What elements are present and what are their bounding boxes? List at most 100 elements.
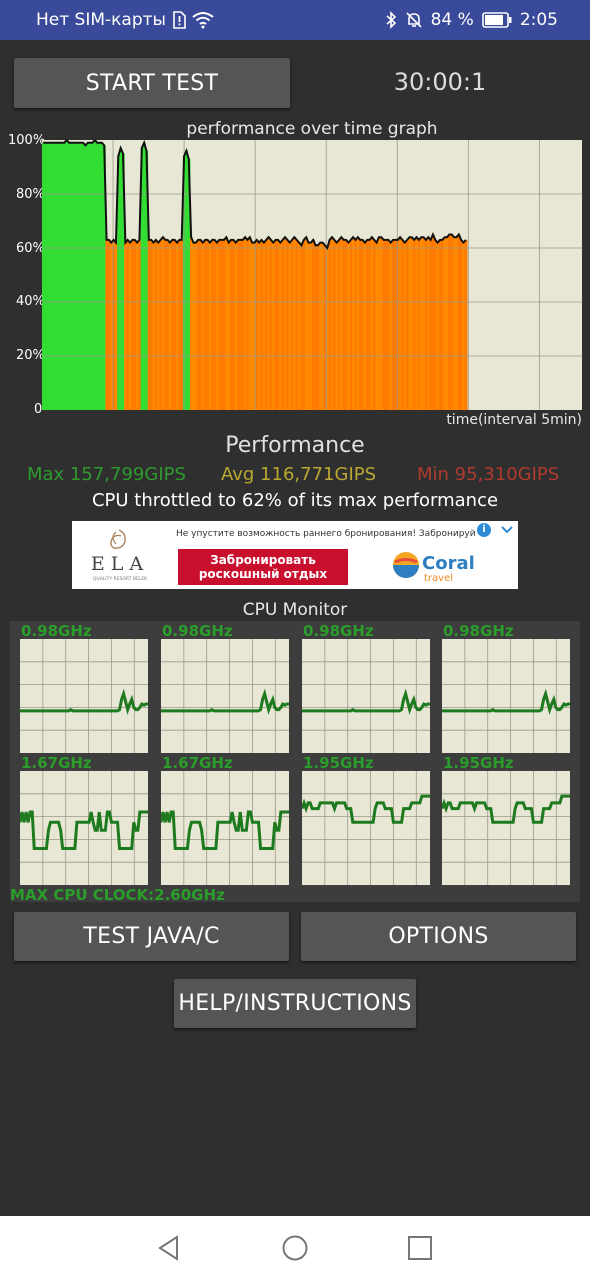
performance-bar	[218, 239, 221, 410]
performance-bar	[387, 239, 391, 410]
home-icon[interactable]	[281, 1234, 309, 1262]
performance-bar	[201, 242, 205, 410]
performance-bar	[112, 239, 116, 410]
performance-bar	[297, 242, 301, 410]
performance-bar	[227, 242, 231, 410]
performance-bar	[145, 150, 149, 410]
graph-grid	[42, 140, 582, 410]
start-test-button[interactable]: START TEST	[14, 58, 290, 108]
performance-bar	[255, 239, 259, 410]
performance-bar	[220, 239, 224, 410]
ad-info-icon[interactable]: i	[477, 523, 491, 537]
performance-bar	[250, 242, 254, 410]
cpu-core-graph	[302, 771, 430, 885]
performance-bar	[180, 239, 184, 410]
performance-bar	[384, 239, 388, 410]
performance-bar	[464, 239, 468, 410]
performance-bar	[100, 142, 104, 410]
performance-bar	[459, 239, 463, 410]
y-tick-label: 0	[34, 402, 43, 417]
performance-bar	[356, 237, 360, 410]
back-icon[interactable]	[155, 1234, 183, 1262]
cpu-core-graph	[442, 771, 570, 885]
performance-bar	[93, 140, 97, 410]
performance-bar	[335, 242, 339, 410]
performance-bar	[394, 239, 398, 410]
recents-icon[interactable]	[406, 1234, 434, 1262]
performance-bar	[98, 142, 102, 410]
test-java-c-button[interactable]: TEST JAVA/C	[14, 912, 289, 961]
ad-brand-left-sub: QUALITY RESORT BELEK	[92, 577, 148, 582]
performance-bar	[405, 239, 409, 410]
ad-cta-button[interactable]: Забронировать роскошный отдых	[178, 549, 348, 585]
performance-bar	[283, 237, 287, 410]
performance-bar	[204, 239, 207, 410]
performance-bar	[147, 239, 151, 410]
cpu-core-graph	[161, 771, 289, 885]
ad-cta-line2: роскошный отдых	[198, 567, 328, 581]
performance-bar	[161, 237, 165, 410]
performance-bar	[391, 239, 395, 410]
performance-bar	[389, 242, 393, 410]
options-button[interactable]: OPTIONS	[301, 912, 576, 961]
cpu-core-frequency: 0.98GHz	[303, 622, 374, 640]
ad-cta-line1: Забронировать	[210, 553, 316, 567]
performance-bar	[422, 237, 426, 410]
performance-bar	[142, 142, 146, 410]
performance-bar	[279, 242, 282, 410]
cpu-usage-line	[161, 810, 289, 851]
performance-bar	[382, 239, 386, 410]
cpu-core-frequency: 0.98GHz	[443, 622, 514, 640]
performance-bar	[168, 242, 172, 410]
mute-icon	[406, 12, 422, 28]
performance-bar	[171, 239, 174, 410]
performance-bar	[286, 239, 290, 410]
performance-bar	[225, 237, 228, 410]
performance-bar	[309, 242, 313, 410]
cpu-core-frequency: 1.67GHz	[162, 754, 233, 772]
cpu-graph-background	[161, 771, 289, 885]
cpu-core-graph	[20, 771, 148, 885]
performance-bar	[58, 142, 62, 410]
cpu-core-frequency: 1.95GHz	[443, 754, 514, 772]
performance-bar	[304, 237, 308, 410]
performance-bar	[420, 237, 423, 410]
help-instructions-button[interactable]: HELP/INSTRUCTIONS	[174, 979, 416, 1028]
performance-bar	[119, 148, 123, 410]
performance-bar	[347, 242, 351, 410]
y-tick-label: 100%	[8, 133, 46, 148]
performance-bar	[375, 242, 379, 410]
performance-bar	[316, 245, 320, 410]
performance-bar	[124, 242, 128, 410]
performance-bar	[117, 156, 120, 410]
performance-bar	[363, 242, 367, 410]
performance-bar	[154, 239, 158, 410]
performance-bar	[77, 142, 81, 410]
ad-close-chevron-icon[interactable]	[500, 525, 514, 535]
performance-bar	[288, 242, 292, 410]
cpu-core-graph	[20, 639, 148, 753]
graph-title: performance over time graph	[186, 119, 438, 139]
performance-bar	[67, 142, 71, 410]
ad-banner[interactable]: ELA QUALITY RESORT BELEK Не упустите воз…	[72, 521, 518, 589]
performance-heading: Performance	[225, 433, 365, 458]
performance-bar	[265, 239, 268, 410]
performance-bar	[133, 239, 137, 410]
performance-bar	[152, 242, 156, 410]
performance-bar	[368, 239, 372, 410]
performance-bar	[337, 239, 341, 410]
performance-bar	[213, 239, 217, 410]
y-tick-label: 40%	[16, 294, 45, 309]
performance-bar	[330, 237, 334, 410]
performance-bar	[448, 234, 452, 410]
performance-bar	[441, 239, 445, 410]
performance-bar	[51, 142, 55, 410]
performance-bar	[295, 239, 299, 410]
performance-bar	[91, 142, 95, 410]
performance-bar	[452, 237, 456, 410]
performance-bar	[401, 239, 405, 410]
performance-bar	[319, 242, 322, 410]
performance-bar	[236, 239, 240, 410]
max-cpu-clock: MAX CPU CLOCK:2.60GHz	[10, 886, 225, 904]
cpu-core-graph	[442, 639, 570, 753]
